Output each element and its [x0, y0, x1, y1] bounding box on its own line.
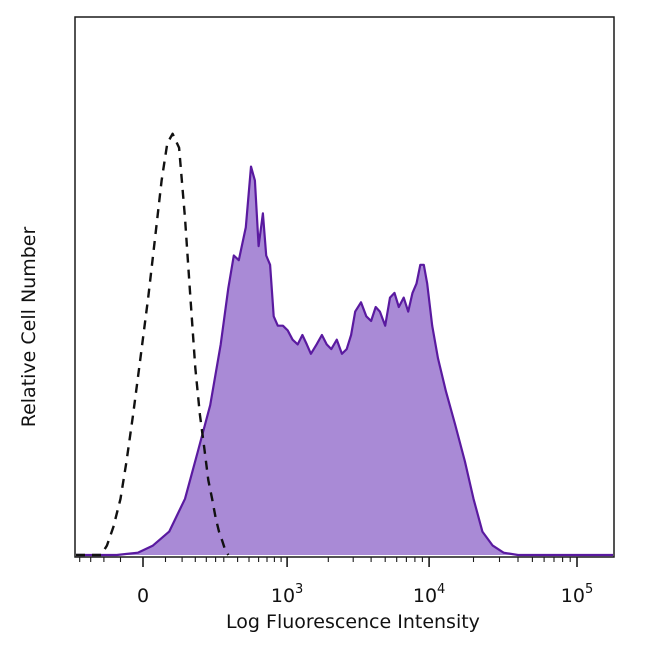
- series-dashed-histogram: [76, 132, 230, 557]
- plot-frame: [74, 16, 615, 558]
- x-tick-label: 105: [561, 582, 593, 607]
- series-filled-histogram: [76, 165, 613, 557]
- x-tick-label: 0: [137, 585, 149, 607]
- x-axis-tick-labels: 0 103 104 105: [137, 582, 593, 607]
- y-axis-title: Relative Cell Number: [18, 227, 40, 428]
- x-tick-label: 104: [413, 582, 445, 607]
- x-axis-title: Log Fluorescence Intensity: [226, 611, 480, 633]
- x-axis-ticks: [79, 557, 578, 567]
- x-tick-label: 103: [271, 582, 303, 607]
